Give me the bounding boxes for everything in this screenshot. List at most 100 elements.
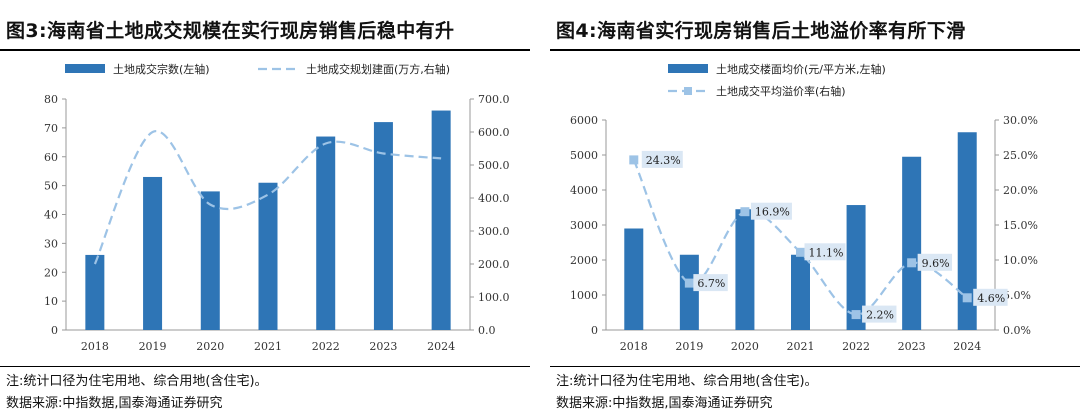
fig4-line-marker [907, 258, 917, 268]
fig4-y-left-tick-label: 0 [591, 324, 598, 337]
fig3-legend-bar-label: 土地成交宗数(左轴) [113, 62, 210, 76]
fig4-y-left-tick-label: 3000 [570, 219, 598, 232]
fig4-line-marker [629, 155, 639, 165]
fig4-bar [679, 254, 699, 330]
fig4-line-marker [851, 310, 861, 320]
fig4-data-label-text: 2.2% [866, 309, 894, 322]
fig4-data-label-text: 16.9% [755, 206, 790, 219]
fig3-bars [85, 110, 451, 330]
fig4-data-label: 11.1% [804, 243, 846, 261]
fig4-y-left-tick-label: 1000 [570, 289, 598, 302]
figure-3-chart: 土地成交宗数(左轴) 土地成交规划建面(万方,右轴) 0 10 20 30 40 50 60 70… [44, 62, 510, 353]
fig3-x-tick-label: 2024 [427, 340, 455, 353]
figure-3-note: 注:统计口径为住宅用地、综合用地(含住宅)。 [6, 374, 268, 389]
figure-4-panel: 图4:海南省实行现房销售后土地溢价率有所下滑 土地成交楼面均价(元/平方米,左轴… [550, 0, 1080, 419]
fig3-y-left-tick-label: 0 [51, 324, 58, 337]
fig3-y-left-tick-label: 70 [44, 122, 58, 135]
fig4-axes: 0 1000 2000 3000 4000 5000 6000 0.0% 5.0% 10.0% 15… [570, 114, 1038, 353]
fig3-x-tick-label: 2018 [81, 340, 109, 353]
fig4-data-label-bg [641, 150, 683, 168]
fig4-x-tick-label: 2024 [953, 340, 981, 353]
fig3-y-right-tick-label: 200.0 [478, 258, 510, 271]
fig4-data-label-text: 24.3% [646, 154, 681, 167]
fig3-line-path [93, 130, 442, 265]
fig4-bar [735, 209, 755, 330]
fig3-y-right-tick-label: 500.0 [478, 159, 510, 172]
fig3-bar [200, 191, 220, 330]
fig3-bar [258, 182, 278, 330]
figure-3-footer-rule [0, 366, 530, 367]
fig4-y-right-tick-label: 5.0% [1003, 289, 1031, 302]
fig4-line-marker [740, 207, 750, 217]
fig4-bar [846, 205, 866, 330]
fig4-line-series: 24.3% 6.7% 16.9% 11.1% 2.2% 9.6% 4.6% [629, 150, 1008, 323]
fig3-y-right-tick-label: 600.0 [478, 126, 510, 139]
fig3-y-right-tick-label: 400.0 [478, 192, 510, 205]
fig3-x-tick-label: 2022 [312, 340, 340, 353]
fig4-data-label: 9.6% [917, 253, 953, 271]
fig3-y-right-tick-label: 100.0 [478, 291, 510, 304]
fig4-bar [902, 156, 922, 330]
fig4-legend-bar-label: 土地成交楼面均价(元/平方米,左轴) [716, 62, 886, 76]
fig4-data-label: 6.7% [693, 274, 728, 292]
fig4-data-label-text: 11.1% [809, 246, 844, 259]
fig4-x-tick-label: 2023 [898, 340, 926, 353]
fig4-y-left-tick-label: 2000 [570, 254, 598, 267]
fig4-x-tick-label: 2021 [787, 340, 815, 353]
fig3-y-left-tick-label: 20 [44, 266, 58, 279]
fig3-legend-bar-swatch [65, 64, 105, 73]
fig3-y-left-tick-label: 80 [44, 93, 58, 106]
fig4-legend-line-marker [684, 87, 692, 95]
fig4-y-right-tick-label: 20.0% [1003, 184, 1038, 197]
fig4-legend-bar-swatch [668, 64, 708, 73]
fig3-legend: 土地成交宗数(左轴) 土地成交规划建面(万方,右轴) [65, 62, 450, 76]
fig3-bar [316, 136, 336, 330]
fig3-legend-line-label: 土地成交规划建面(万方,右轴) [306, 62, 450, 76]
fig4-y-left-tick-label: 6000 [570, 114, 598, 127]
fig4-line-marker [962, 293, 972, 303]
figure-4-title-rule [550, 49, 1080, 51]
fig4-legend: 土地成交楼面均价(元/平方米,左轴) 土地成交平均溢价率(右轴) [668, 62, 886, 98]
fig4-y-left-tick-label: 5000 [570, 149, 598, 162]
fig4-data-label-bg [804, 243, 846, 261]
fig4-y-right-tick-label: 15.0% [1003, 219, 1038, 232]
fig4-data-label-text: 9.6% [922, 257, 950, 270]
fig4-y-right-tick-label: 25.0% [1003, 149, 1038, 162]
fig3-axes: 0 10 20 30 40 50 60 70 80 0.0 100.0 200.0 300.0 400.0… [44, 93, 510, 353]
fig4-x-tick-label: 2018 [620, 340, 648, 353]
figure-4-chart: 土地成交楼面均价(元/平方米,左轴) 土地成交平均溢价率(右轴) 0 1000 2000… [570, 62, 1038, 353]
fig3-line-series [93, 130, 442, 265]
fig4-data-label-text: 4.6% [977, 292, 1005, 305]
fig4-data-label-bg [862, 305, 897, 323]
fig3-bar [373, 122, 393, 330]
fig3-y-left-tick-label: 50 [44, 180, 58, 193]
fig4-line-marker [796, 247, 805, 257]
fig3-x-tick-label: 2020 [196, 340, 224, 353]
fig4-data-label-bg [693, 274, 728, 292]
fig4-line-marker [684, 278, 694, 288]
fig4-y-right-tick-label: 10.0% [1003, 254, 1038, 267]
fig3-y-right-tick-label: 300.0 [478, 225, 510, 238]
fig4-data-label: 16.9% [750, 202, 792, 220]
fig4-data-label: 24.3% [641, 150, 683, 168]
fig4-legend-line-label: 土地成交平均溢价率(右轴) [716, 84, 846, 98]
fig4-data-label: 2.2% [862, 305, 897, 323]
fig4-x-tick-label: 2022 [842, 340, 870, 353]
fig3-x-tick-label: 2023 [369, 340, 397, 353]
fig4-x-tick-label: 2019 [675, 340, 703, 353]
fig3-bar [431, 110, 451, 330]
fig4-bar [624, 228, 644, 330]
fig4-y-right-tick-label: 30.0% [1003, 114, 1038, 127]
figure-4-note: 注:统计口径为住宅用地、综合用地(含住宅)。 [556, 374, 818, 389]
figure-3-title: 图3:海南省土地成交规模在实行现房销售后稳中有升 [6, 20, 455, 42]
fig4-bar [791, 254, 810, 330]
fig3-y-left-tick-label: 10 [44, 295, 58, 308]
figure-3-panel: 图3:海南省土地成交规模在实行现房销售后稳中有升 土地成交宗数(左轴) 土地成交规… [0, 0, 530, 419]
fig4-data-label-bg [973, 288, 1008, 306]
fig3-x-tick-label: 2021 [254, 340, 282, 353]
fig3-y-left-tick-label: 40 [44, 209, 58, 222]
fig4-bar [957, 132, 977, 330]
fig4-y-left-tick-label: 4000 [570, 184, 598, 197]
fig4-data-label: 4.6% [973, 288, 1008, 306]
fig3-y-right-tick-label: 700.0 [478, 93, 510, 106]
